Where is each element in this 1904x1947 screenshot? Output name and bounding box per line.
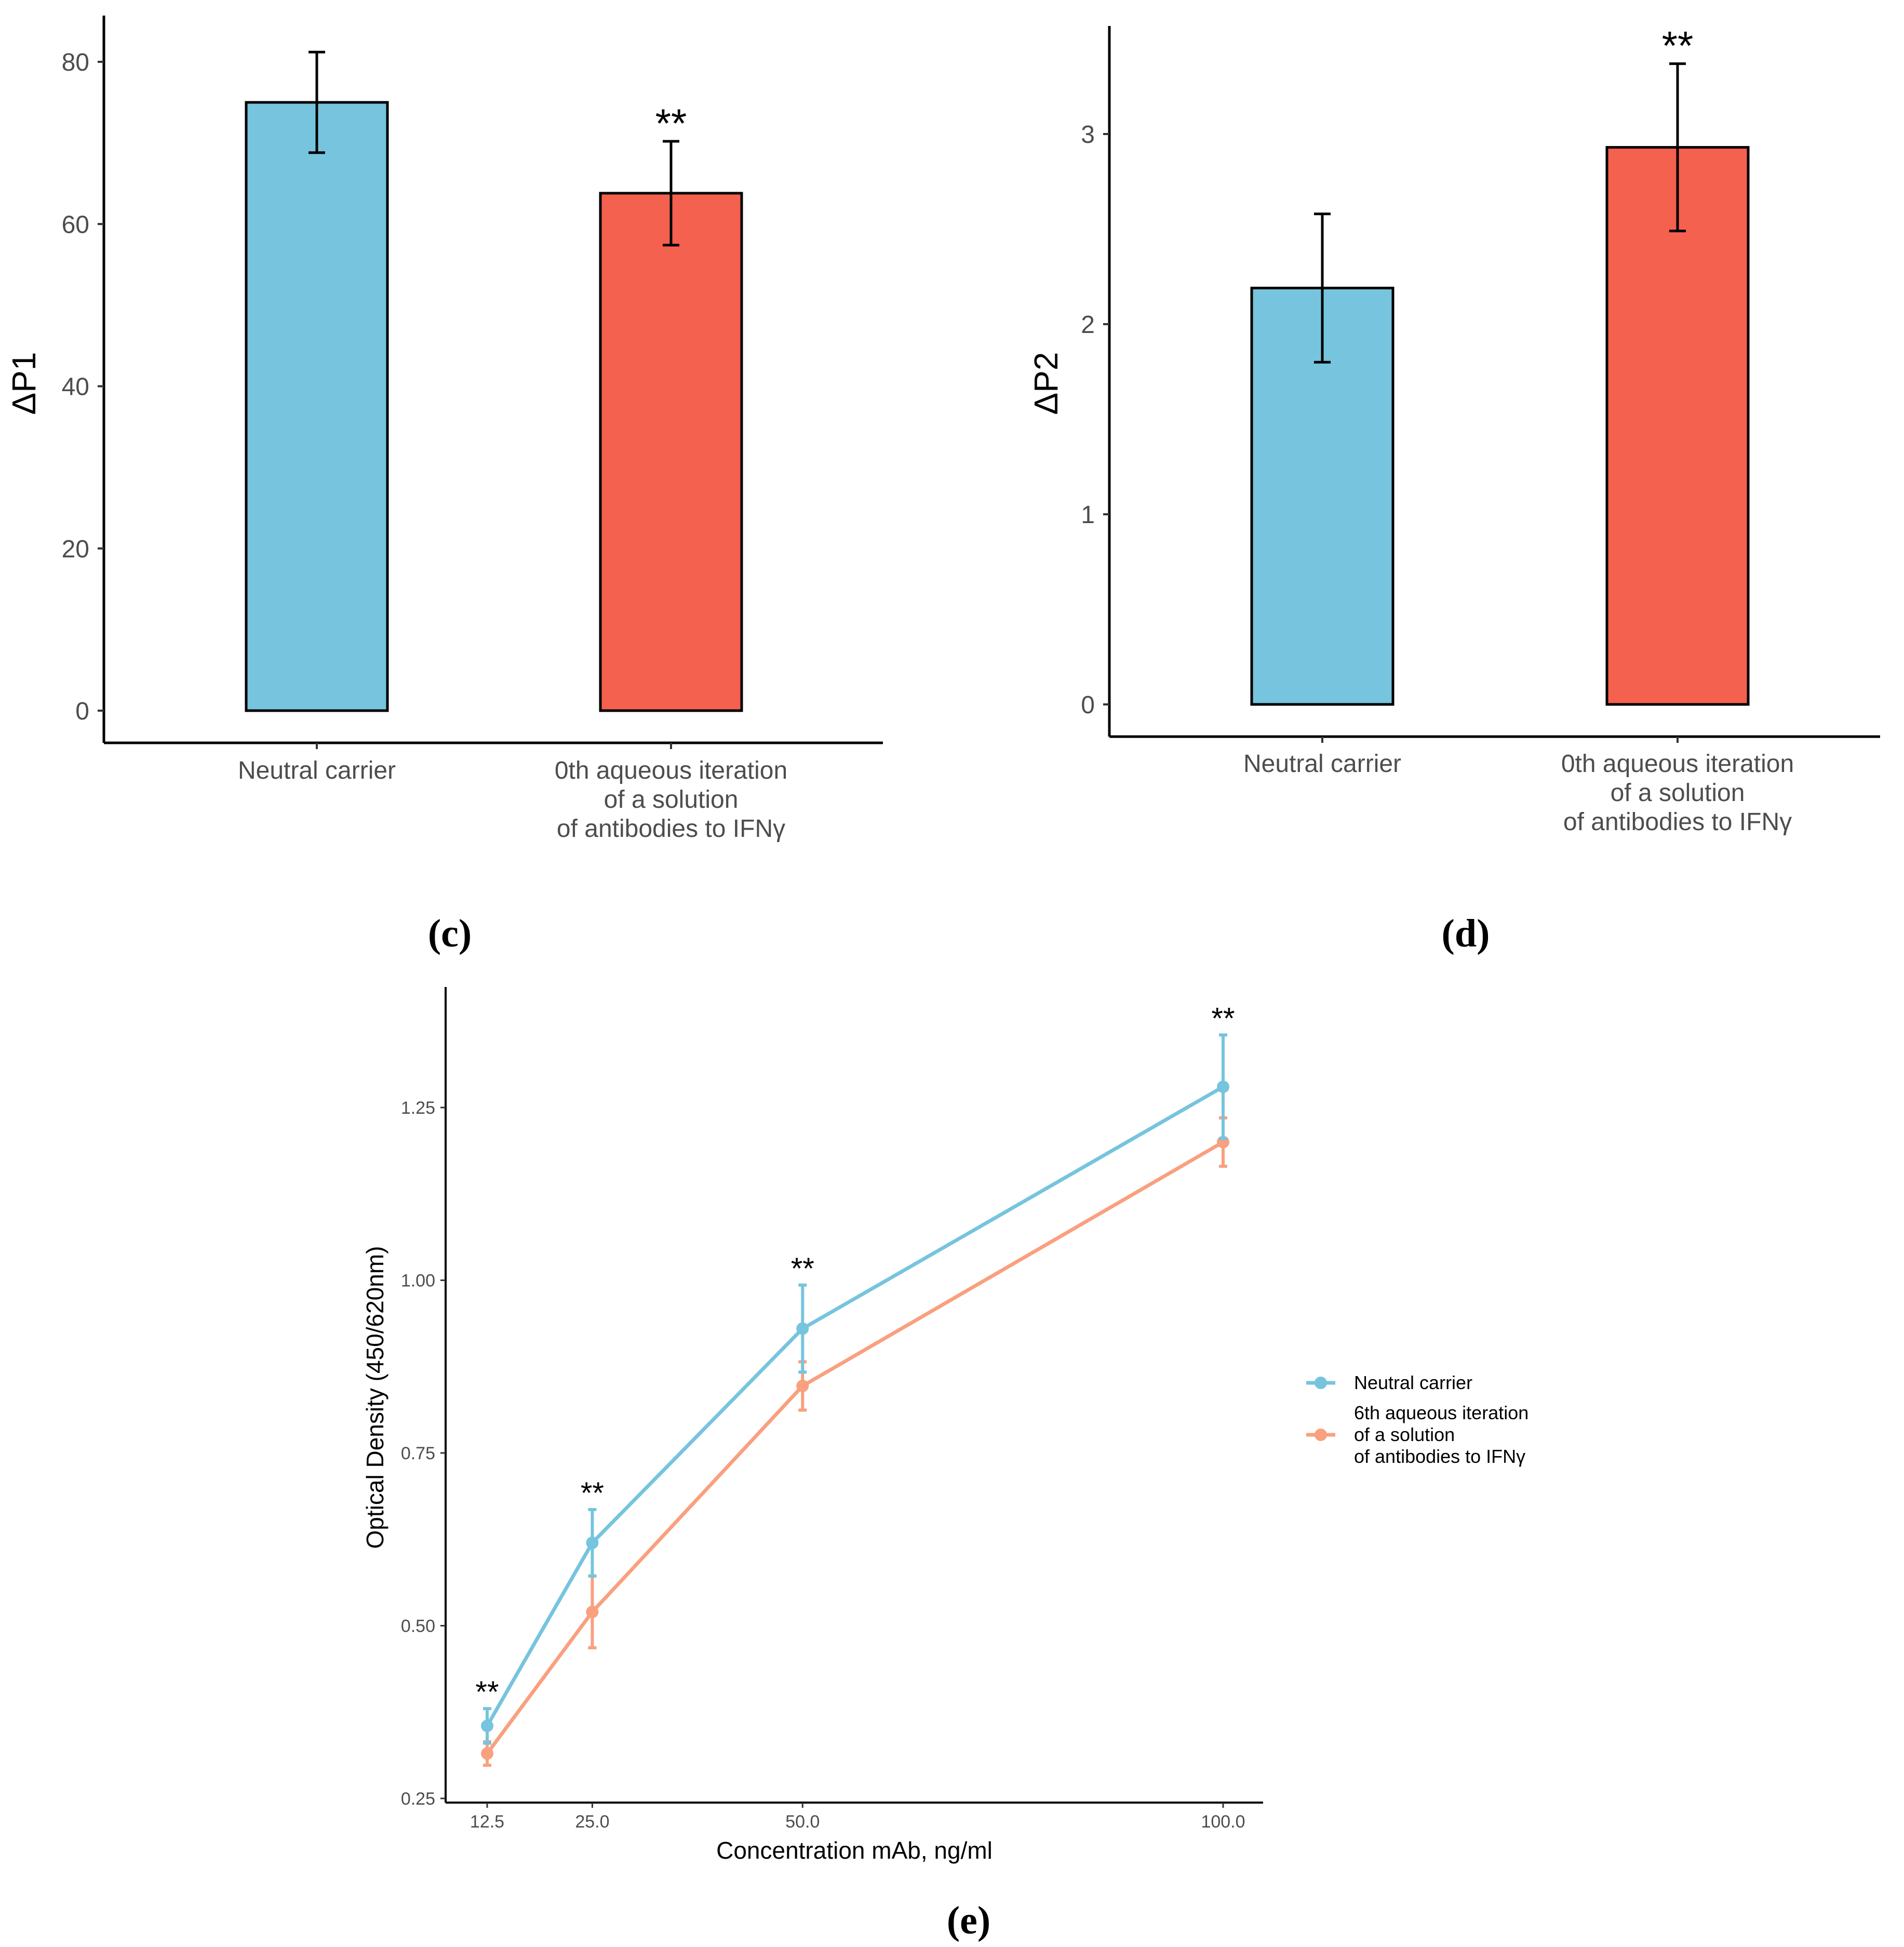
x-tick-label: 50.0	[785, 1812, 820, 1832]
y-tick-label: 40	[62, 374, 89, 401]
legend-key-point	[1315, 1429, 1327, 1441]
x-axis-title: Concentration mAb, ng/ml	[716, 1837, 993, 1864]
y-tick-label: 0	[1081, 691, 1095, 719]
significance-marker: **	[581, 1476, 604, 1510]
significance-marker: **	[655, 100, 687, 146]
y-tick-label: 80	[62, 49, 89, 76]
significance-marker: **	[1211, 1002, 1235, 1035]
panel-c-label: (c)	[428, 912, 472, 955]
bar	[245, 101, 389, 712]
y-axis-title: ΔР2	[1027, 352, 1065, 415]
bar	[1250, 286, 1395, 706]
x-tick-label: 100.0	[1201, 1812, 1245, 1832]
bar	[599, 192, 743, 712]
data-point	[481, 1747, 493, 1760]
x-tick-label: 25.0	[575, 1812, 609, 1832]
series-line	[485, 1085, 1224, 1727]
x-tick-label: 0th aqueous iteration	[1561, 750, 1794, 778]
y-tick-label: 60	[62, 211, 89, 238]
legend-label: Neutral carrier	[1354, 1372, 1472, 1393]
y-tick-label: 3	[1081, 121, 1095, 149]
panel-c-chart: 0 20 40 60 80 ΔР1 Neutral carrier ** 0th aqueous…	[5, 16, 883, 843]
y-tick-label: 0	[75, 698, 89, 725]
y-tick-label: 20	[62, 536, 89, 563]
data-point	[796, 1322, 809, 1335]
x-tick-label: of a solution	[604, 786, 739, 814]
x-tick-label: 0th aqueous iteration	[555, 757, 787, 784]
data-point	[481, 1719, 493, 1732]
y-tick-label: 0.75	[401, 1444, 435, 1463]
y-tick-label: 1.00	[401, 1271, 435, 1291]
panel-d-label: (d)	[1442, 912, 1490, 955]
y-tick-label: 1.25	[401, 1098, 435, 1118]
y-axis-title: ΔР1	[5, 352, 43, 415]
data-point	[586, 1536, 599, 1549]
y-tick-label: 2	[1081, 311, 1095, 339]
y-axis-title: Optical Density (450/620nm)	[361, 1246, 388, 1549]
data-point	[586, 1605, 599, 1618]
panel-d-chart: 0 1 2 3 ΔР2 Neutral carrier ** 0th aqueous iter…	[1027, 23, 1880, 836]
y-tick-label: 0.50	[401, 1617, 435, 1636]
legend-label: of a solution	[1354, 1424, 1455, 1445]
legend-label: 6th aqueous iteration	[1354, 1402, 1528, 1423]
y-tick-label: 0.25	[401, 1789, 435, 1809]
legend-label: of antibodies to IFNγ	[1354, 1446, 1525, 1467]
significance-marker: **	[475, 1675, 499, 1709]
data-point	[1217, 1081, 1229, 1093]
series-line	[486, 1140, 1224, 1755]
bar	[1605, 146, 1750, 706]
significance-marker: **	[1662, 23, 1694, 69]
x-tick-label: Neutral carrier	[1243, 750, 1401, 778]
significance-marker: **	[791, 1252, 814, 1286]
x-tick-label: 12.5	[470, 1812, 504, 1832]
panel-e-chart: 0.25 0.50 0.75 1.00 1.25 12.5 25.0 50.0 100.0 Con…	[361, 987, 1528, 1864]
panel-e-label: (e)	[947, 1899, 990, 1942]
x-tick-label: of antibodies to IFNγ	[557, 815, 785, 843]
x-tick-label: of a solution	[1611, 779, 1745, 807]
data-point	[796, 1379, 809, 1392]
x-tick-label: Neutral carrier	[238, 757, 396, 784]
legend-key-point	[1315, 1377, 1327, 1389]
x-tick-label: of antibodies to IFNγ	[1563, 808, 1792, 836]
y-tick-label: 1	[1081, 501, 1095, 529]
